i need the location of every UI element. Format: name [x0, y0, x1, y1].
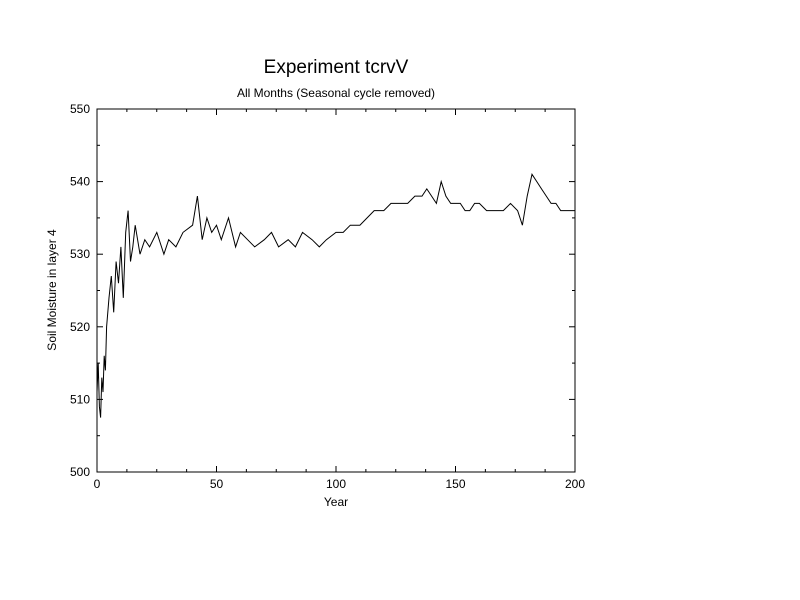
- y-tick-label: 540: [70, 175, 90, 189]
- x-tick-label: 0: [94, 477, 101, 491]
- y-tick-label: 530: [70, 247, 90, 261]
- plot-area: [96, 173, 575, 418]
- x-axis-label: Year: [324, 495, 348, 509]
- x-tick-label: 100: [326, 477, 346, 491]
- y-tick-label: 550: [70, 102, 90, 116]
- y-tick-label: 520: [70, 320, 90, 334]
- chart-subtitle: All Months (Seasonal cycle removed): [237, 86, 435, 100]
- plot-frame: [96, 108, 576, 473]
- x-axis: 0 50 100 150 200: [94, 109, 585, 491]
- x-tick-label: 150: [445, 477, 465, 491]
- y-axis: 500 510 520 530 540 550: [70, 102, 575, 479]
- series-line: [96, 173, 575, 418]
- y-tick-label: 500: [70, 465, 90, 479]
- x-tick-label: 50: [210, 477, 224, 491]
- x-tick-label: 200: [565, 477, 585, 491]
- chart-title: Experiment tcrvV: [264, 57, 409, 78]
- y-axis-label: Soil Moisture in layer 4: [45, 229, 59, 351]
- y-tick-label: 510: [70, 392, 90, 406]
